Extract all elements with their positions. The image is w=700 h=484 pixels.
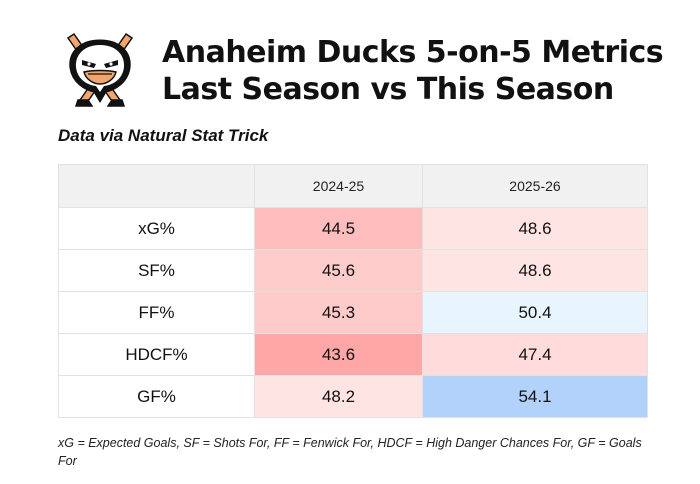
value-cell-2024-25: 45.3 [254,291,423,334]
metric-label: GF% [58,375,255,418]
table-row: FF% 45.3 50.4 [58,291,648,334]
value-cell-2025-26: 47.4 [422,333,648,376]
value-cell-2025-26: 48.6 [422,249,648,292]
column-header-2025-26: 2025-26 [422,164,648,208]
metric-label: HDCF% [58,333,255,376]
data-source: Data via Natural Stat Trick [58,126,269,145]
value-cell-2024-25: 48.2 [254,375,423,418]
value-cell-2024-25: 44.5 [254,207,423,250]
anaheim-ducks-logo [66,32,134,107]
value-cell-2025-26: 50.4 [422,291,648,334]
value-cell-2025-26: 48.6 [422,207,648,250]
title-line-2: Last Season vs This Season [162,72,614,107]
value-cell-2024-25: 45.6 [254,249,423,292]
table-row: SF% 45.6 48.6 [58,249,648,292]
metrics-table: 2024-25 2025-26 xG% 44.5 48.6 SF% 45.6 4… [58,164,648,418]
table-row: GF% 48.2 54.1 [58,375,648,418]
table-row: HDCF% 43.6 47.4 [58,333,648,376]
header: Anaheim Ducks 5-on-5 Metrics Last Season… [58,28,678,112]
column-header-2024-25: 2024-25 [254,164,423,208]
metric-label: SF% [58,249,255,292]
table-header-row: 2024-25 2025-26 [58,164,648,208]
metric-label: FF% [58,291,255,334]
metric-label: xG% [58,207,255,250]
value-cell-2025-26: 54.1 [422,375,648,418]
column-header-metric [58,164,255,208]
table-row: xG% 44.5 48.6 [58,207,648,250]
page-title: Anaheim Ducks 5-on-5 Metrics Last Season… [162,34,664,108]
footnote: xG = Expected Goals, SF = Shots For, FF … [58,436,642,468]
value-cell-2024-25: 43.6 [254,333,423,376]
title-line-1: Anaheim Ducks 5-on-5 Metrics [162,35,664,70]
